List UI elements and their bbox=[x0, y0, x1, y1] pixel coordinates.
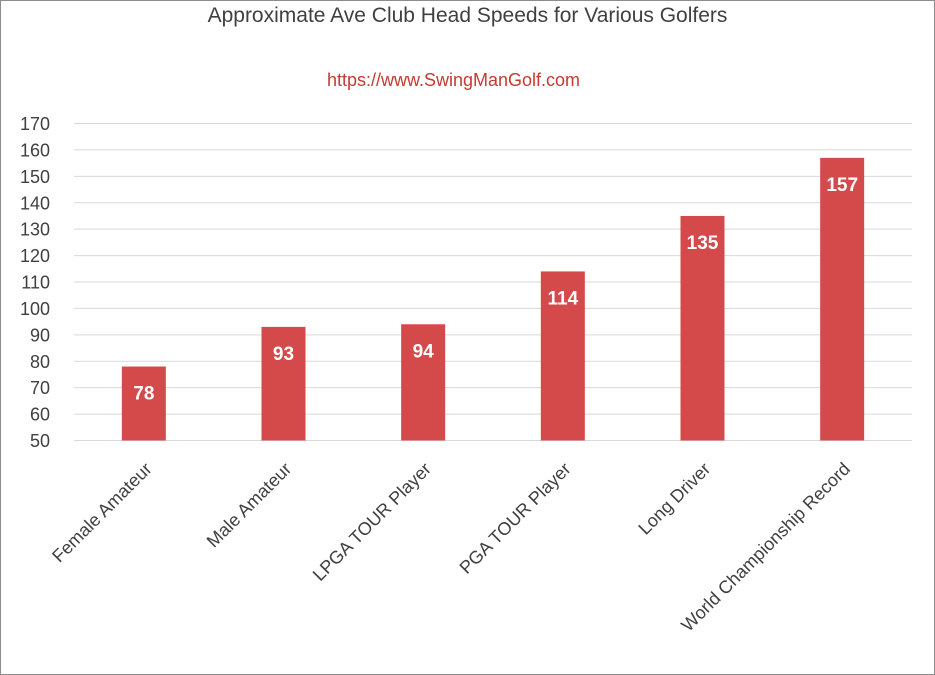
data-label: 94 bbox=[413, 341, 435, 362]
bar bbox=[680, 215, 725, 441]
bar bbox=[261, 326, 306, 441]
x-category-label: Male Amateur bbox=[203, 459, 296, 552]
data-label: 114 bbox=[548, 288, 579, 309]
y-tick-label: 100 bbox=[20, 299, 50, 319]
chart-subtitle: https://www.SwingManGolf.com bbox=[326, 70, 581, 90]
x-category-label: Long Driver bbox=[634, 459, 714, 539]
y-tick-label: 170 bbox=[20, 114, 50, 134]
y-tick-label: 140 bbox=[20, 193, 50, 213]
bar bbox=[401, 324, 446, 441]
y-tick-label: 90 bbox=[30, 325, 50, 345]
y-tick-label: 160 bbox=[20, 140, 50, 160]
y-tick-label: 70 bbox=[30, 378, 50, 398]
y-tick-label: 130 bbox=[20, 220, 50, 240]
data-label: 78 bbox=[133, 384, 154, 405]
data-label: 135 bbox=[687, 233, 719, 254]
bar bbox=[540, 271, 585, 441]
chart-title: Approximate Ave Club Head Speeds for Var… bbox=[207, 4, 728, 27]
y-tick-label: 120 bbox=[20, 246, 50, 266]
y-tick-label: 150 bbox=[20, 167, 50, 187]
y-tick-label: 110 bbox=[21, 273, 50, 293]
bar bbox=[820, 157, 865, 441]
y-tick-label: 60 bbox=[30, 405, 50, 425]
y-tick-label: 80 bbox=[30, 352, 50, 372]
x-category-label: PGA TOUR Player bbox=[456, 459, 575, 578]
data-label: 157 bbox=[826, 175, 858, 196]
y-tick-label: 50 bbox=[30, 431, 50, 451]
x-category-label: Female Amateur bbox=[48, 459, 156, 567]
x-category-label: World Championship Record bbox=[677, 459, 854, 636]
x-category-label: LPGA TOUR Player bbox=[309, 459, 435, 585]
data-label: 93 bbox=[273, 344, 294, 365]
bar bbox=[121, 366, 166, 441]
